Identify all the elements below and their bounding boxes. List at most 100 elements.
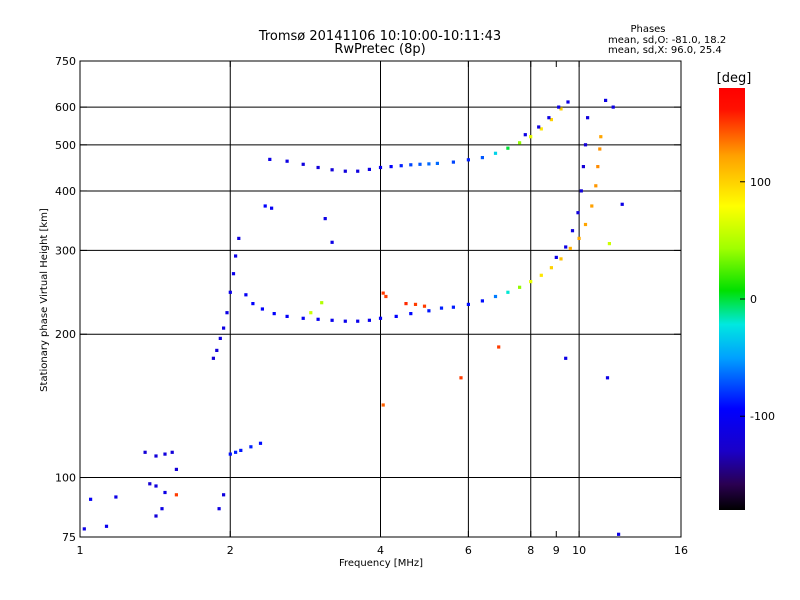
data-point bbox=[215, 348, 219, 352]
data-point bbox=[394, 314, 398, 318]
data-point bbox=[529, 280, 533, 284]
data-point bbox=[480, 299, 484, 303]
colorbar-label: [deg] bbox=[717, 71, 752, 86]
data-point bbox=[568, 246, 572, 250]
x-tick-label: 4 bbox=[377, 544, 384, 557]
data-point bbox=[557, 105, 561, 109]
data-point bbox=[330, 240, 334, 244]
data-point bbox=[356, 169, 360, 173]
data-point bbox=[576, 211, 580, 215]
data-point bbox=[620, 202, 624, 206]
y-tick-label: 100 bbox=[55, 472, 76, 485]
y-tick-label: 400 bbox=[55, 185, 76, 198]
data-point bbox=[160, 507, 164, 511]
data-point bbox=[258, 441, 263, 445]
data-point bbox=[577, 236, 581, 240]
data-point bbox=[316, 165, 320, 170]
data-point bbox=[114, 495, 118, 499]
data-point bbox=[564, 245, 568, 249]
data-point bbox=[466, 302, 470, 306]
chart-title-line1: Tromsø 20141106 10:10:00-10:11:43 bbox=[258, 29, 501, 44]
data-point bbox=[222, 326, 226, 330]
data-point bbox=[343, 319, 347, 323]
x-tick-label: 8 bbox=[527, 544, 534, 557]
x-tick-label: 10 bbox=[572, 544, 586, 557]
data-point bbox=[583, 143, 588, 147]
data-point bbox=[427, 309, 431, 313]
y-tick-label: 500 bbox=[55, 139, 76, 152]
data-point bbox=[378, 165, 383, 170]
colorbar-tick-label: 100 bbox=[750, 176, 771, 189]
chart-title-line2: RwPretec (8p) bbox=[334, 42, 425, 57]
phase-title: Phases bbox=[630, 24, 665, 35]
data-point bbox=[389, 165, 393, 169]
data-point bbox=[82, 527, 86, 531]
data-point bbox=[480, 156, 484, 160]
x-tick-label: 9 bbox=[553, 544, 560, 557]
data-point bbox=[598, 147, 602, 151]
y-tick-label: 75 bbox=[62, 531, 76, 544]
data-point bbox=[566, 100, 570, 104]
data-point bbox=[234, 254, 238, 258]
y-axis-label: Stationary phase Virtual Height [km] bbox=[39, 208, 50, 392]
data-point bbox=[493, 294, 498, 299]
data-point bbox=[381, 291, 385, 295]
x-axis-label: Frequency [MHz] bbox=[339, 558, 423, 569]
phase-stats-o: mean, sd,O: -81.0, 18.2 bbox=[608, 35, 726, 46]
colorbar-tick-label: -100 bbox=[750, 410, 775, 423]
x-tick-label: 2 bbox=[227, 544, 234, 557]
data-point bbox=[404, 302, 408, 306]
data-point bbox=[249, 445, 253, 449]
data-point bbox=[493, 151, 498, 155]
data-point bbox=[330, 318, 334, 322]
data-point bbox=[268, 157, 272, 161]
data-point bbox=[154, 484, 158, 488]
data-point bbox=[309, 311, 313, 315]
data-point bbox=[343, 169, 347, 173]
data-point bbox=[596, 165, 600, 169]
y-tick-label: 750 bbox=[55, 55, 76, 68]
data-point bbox=[564, 356, 568, 360]
data-point bbox=[559, 107, 563, 111]
data-point bbox=[174, 467, 178, 471]
data-point bbox=[228, 452, 232, 456]
y-tick-label: 200 bbox=[55, 328, 76, 341]
data-point bbox=[611, 105, 615, 109]
data-point bbox=[579, 189, 583, 193]
x-tick-label: 16 bbox=[674, 544, 688, 557]
data-point bbox=[547, 116, 551, 120]
data-point bbox=[163, 490, 167, 495]
data-point bbox=[330, 168, 334, 172]
data-point bbox=[418, 162, 422, 166]
data-point bbox=[234, 450, 238, 454]
data-point bbox=[506, 290, 510, 294]
data-point bbox=[384, 294, 388, 299]
y-tick-label: 300 bbox=[55, 244, 76, 257]
data-point bbox=[228, 290, 232, 294]
data-point bbox=[506, 146, 510, 150]
y-axis-ticks: 75 100 200 300 400 500 600 750 bbox=[55, 55, 681, 544]
data-point bbox=[413, 302, 418, 306]
data-point bbox=[231, 272, 236, 276]
data-point bbox=[316, 317, 320, 321]
data-point bbox=[260, 307, 264, 311]
data-point bbox=[581, 165, 585, 169]
data-point bbox=[523, 133, 527, 137]
data-point bbox=[599, 135, 603, 139]
data-point bbox=[537, 125, 541, 129]
data-point bbox=[143, 450, 147, 454]
data-point bbox=[559, 257, 563, 261]
data-points bbox=[82, 98, 624, 536]
x-tick-label: 6 bbox=[465, 544, 472, 557]
data-point bbox=[422, 304, 427, 308]
data-point bbox=[518, 285, 522, 289]
data-point bbox=[570, 229, 575, 233]
data-point bbox=[583, 222, 588, 227]
y-tick-label: 600 bbox=[55, 101, 76, 114]
data-point bbox=[435, 161, 439, 165]
data-point bbox=[285, 159, 289, 163]
data-point bbox=[89, 497, 93, 501]
data-point bbox=[529, 135, 533, 139]
data-point bbox=[148, 482, 152, 486]
